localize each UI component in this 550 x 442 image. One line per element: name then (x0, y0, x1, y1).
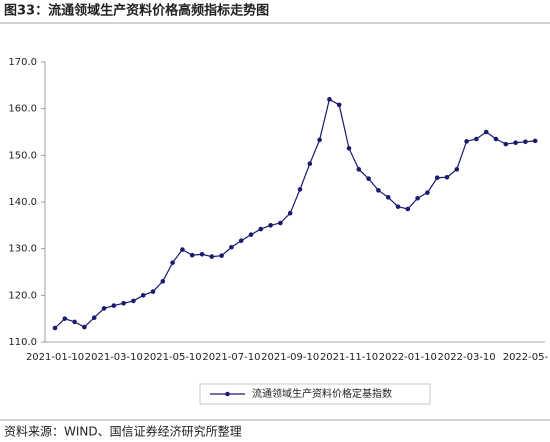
point (317, 137, 322, 143)
point (62, 316, 68, 321)
point (444, 174, 450, 180)
x-tick-label: 2021-05-10 (144, 352, 202, 363)
y-tick-label: 110.0 (8, 337, 37, 348)
point (523, 139, 528, 145)
point (454, 167, 460, 172)
point (532, 138, 538, 144)
point (483, 129, 489, 135)
x-tick-label: 2022-05- (503, 352, 549, 363)
point (219, 253, 224, 258)
point (52, 325, 58, 331)
point (131, 298, 136, 304)
point (258, 226, 264, 232)
y-tick-label: 130.0 (8, 244, 37, 255)
point (91, 315, 97, 321)
point (513, 140, 518, 146)
point (474, 136, 479, 142)
y-tick-label: 160.0 (8, 104, 37, 115)
point (160, 279, 166, 284)
y-tick-label: 170.0 (8, 57, 37, 68)
legend-box (199, 383, 431, 405)
x-tick-label: 2021-03-10 (85, 352, 143, 363)
point (238, 238, 244, 244)
point (356, 167, 362, 172)
point (385, 195, 391, 200)
point (336, 102, 342, 108)
point (82, 324, 87, 330)
x-tick-label: 2021-01-10 (26, 352, 84, 363)
point (425, 190, 430, 195)
point (199, 251, 205, 257)
point (503, 141, 509, 147)
point (189, 252, 195, 258)
point (150, 289, 156, 294)
series-line (54, 98, 536, 329)
point (415, 195, 420, 201)
point (307, 161, 313, 167)
point (101, 306, 107, 311)
y-tick-label: 140.0 (8, 197, 37, 208)
point (278, 220, 283, 226)
point (72, 319, 77, 325)
x-tick-label: 2021-07-10 (202, 352, 260, 363)
point (297, 187, 303, 192)
x-tick-label: 2022-01-10 (379, 352, 437, 363)
point (121, 300, 126, 306)
point (268, 223, 273, 228)
point (111, 303, 117, 308)
point (209, 254, 215, 259)
point (395, 204, 401, 209)
point (180, 247, 185, 252)
point (346, 146, 352, 151)
point (170, 260, 175, 265)
x-tick-label: 2022-03-10 (438, 352, 496, 363)
point (434, 175, 440, 181)
point (229, 244, 234, 250)
point (248, 232, 254, 237)
point (287, 210, 293, 216)
source: 资料来源：WIND、国信证券经济研究所整理 (4, 424, 242, 439)
chart-title: 图33：流通领域生产资料价格高频指标走势图 (4, 3, 269, 19)
x-tick-label: 2021-09-10 (261, 352, 319, 363)
point (464, 139, 469, 144)
point (366, 176, 371, 181)
legend-marker (225, 391, 230, 397)
point (376, 188, 381, 193)
legend-label: 流通领域生产资料价格定基指数 (252, 387, 392, 400)
point (493, 136, 499, 142)
point (140, 293, 146, 298)
point (405, 206, 411, 212)
y-tick-label: 120.0 (8, 290, 37, 301)
point (327, 97, 332, 102)
y-tick-label: 150.0 (8, 150, 37, 161)
x-tick-label: 2021-11-10 (320, 352, 378, 363)
